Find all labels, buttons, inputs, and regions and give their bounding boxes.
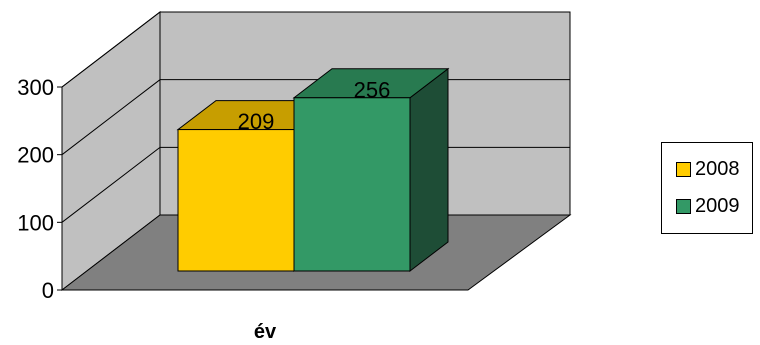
bars	[176, 67, 450, 273]
y-tick-label-200: 200	[17, 143, 54, 168]
data-labels: 209 256	[238, 77, 391, 134]
y-tick-label-0: 0	[42, 278, 54, 303]
x-axis-label: év	[254, 321, 277, 343]
legend-item-2009: 2009	[676, 195, 740, 217]
legend-swatch-2009	[676, 198, 691, 214]
bar-front-2008	[177, 129, 295, 272]
legend-label-2008: 2008	[695, 158, 740, 180]
data-label-2009: 256	[354, 77, 391, 102]
bar-front-2009	[293, 97, 411, 272]
bar-2009	[292, 67, 450, 273]
y-tick-label-300: 300	[17, 75, 54, 100]
gridline-300	[61, 11, 570, 88]
y-tick-label-100: 100	[17, 210, 54, 235]
legend-item-2008: 2008	[676, 158, 740, 180]
bar-side-2009	[409, 67, 449, 273]
legend-label-2009: 2009	[695, 195, 740, 217]
data-label-2008: 209	[238, 109, 275, 134]
legend: 2008 2009	[661, 142, 753, 234]
y-ticks: 0 100 200 300	[17, 75, 54, 303]
legend-swatch-2008	[676, 161, 691, 177]
